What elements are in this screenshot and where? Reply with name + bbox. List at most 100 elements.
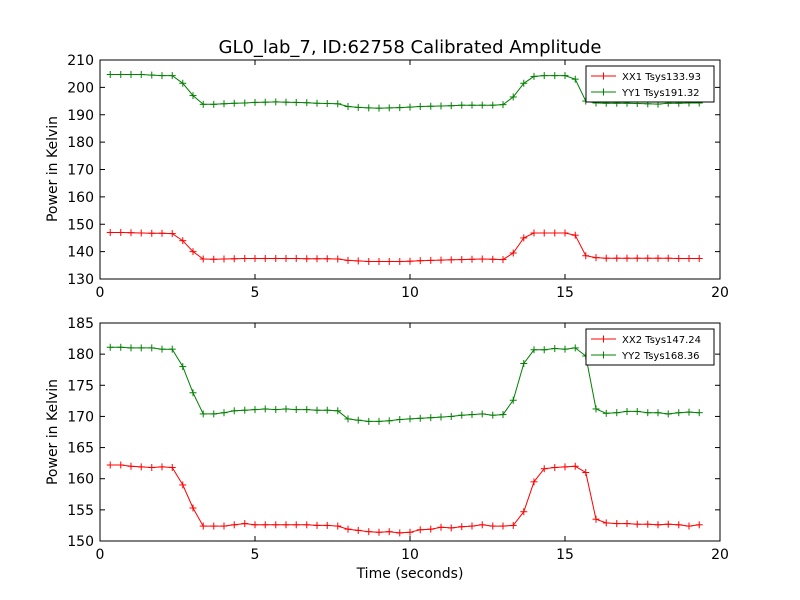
figure-title: GL0_lab_7, ID:62758 Calibrated Amplitude [219,37,602,58]
data-point-marker [251,254,259,262]
data-point-marker [251,98,259,106]
data-point-marker [561,345,569,353]
legend-box [585,328,715,366]
data-point-marker [613,254,621,262]
data-point-marker [458,101,466,109]
y-tick-label: 150 [67,217,94,233]
data-point-marker [137,71,145,79]
data-point-marker [571,344,579,352]
data-point-marker [458,256,466,264]
data-point-marker [489,255,497,263]
data-point-marker [220,255,228,263]
x-tick-label: 10 [401,285,419,301]
data-point-marker [571,462,579,470]
data-point-marker [261,98,269,106]
x-axis-ticks: 0 5 10 15 20 [96,323,729,563]
data-point-marker [416,257,424,265]
data-point-marker [158,345,166,353]
data-point-marker [447,102,455,110]
data-point-marker [406,528,414,536]
data-point-marker [675,254,683,262]
data-point-marker [623,254,631,262]
legend-item: YY1 Tsys191.32 [591,88,700,99]
data-point-marker [261,405,269,413]
data-point-marker [106,343,114,351]
data-point-marker [396,529,404,537]
subplot-bottom: Power in Kelvin Time (seconds) 0 5 10 15 20 … [45,316,729,582]
data-point-marker [468,411,476,419]
data-point-marker [344,103,352,111]
data-point-marker [292,98,300,106]
data-point-marker [292,254,300,262]
data-point-marker [282,254,290,262]
y-axis-label-text: Power in Kelvin [45,116,61,222]
data-point-marker [592,405,600,413]
data-point-marker [117,461,125,469]
data-point-marker [437,523,445,531]
data-point-marker [334,255,342,263]
data-point-marker [447,256,455,264]
data-point-marker [427,256,435,264]
data-point-marker [602,409,610,417]
data-point-marker [241,406,249,414]
data-point-marker [551,229,559,237]
y-tick-label: 165 [67,441,94,457]
data-point-marker [230,255,238,263]
data-point-marker [458,411,466,419]
data-point-marker [365,257,373,265]
data-point-marker [365,417,373,425]
data-point-marker [437,413,445,421]
y-tick-label: 185 [67,316,94,332]
data-point-marker [551,72,559,80]
data-point-marker [385,528,393,536]
data-point-marker [447,412,455,420]
x-tick-label: 20 [711,547,729,563]
data-point-marker [189,389,197,397]
y-tick-label: 180 [67,347,94,363]
legend: XX1 Tsys133.93 YY1 Tsys191.32 [585,65,715,103]
x-tick-label: 10 [401,547,419,563]
data-point-marker [375,104,383,112]
data-point-marker [396,257,404,265]
data-point-marker [365,528,373,536]
data-point-marker [509,396,517,404]
data-point-marker [489,411,497,419]
data-point-marker [117,228,125,236]
data-point-marker [117,343,125,351]
data-point-marker [303,99,311,107]
data-point-marker [179,237,187,245]
legend-item: YY2 Tsys168.36 [591,351,700,362]
data-point-marker [127,462,135,470]
data-point-marker [106,228,114,236]
data-point-marker [241,99,249,107]
data-point-marker [210,410,218,418]
data-point-marker [148,71,156,79]
data-point-marker [303,406,311,414]
data-point-marker [137,344,145,352]
data-point-marker [664,410,672,418]
data-point-marker [334,522,342,530]
data-point-marker [478,410,486,418]
data-point-marker [695,254,703,262]
data-point-marker [437,256,445,264]
y-axis-label: Power in Kelvin [45,379,61,485]
data-point-marker [199,100,207,108]
x-tick-label: 0 [96,285,105,301]
x-tick-label: 20 [711,285,729,301]
legend-label: YY1 Tsys191.32 [621,88,700,99]
data-point-marker [685,522,693,530]
data-point-marker [478,101,486,109]
data-point-marker [540,465,548,473]
data-point-marker [396,416,404,424]
data-point-marker [644,254,652,262]
data-point-marker [220,409,228,417]
data-point-marker [530,229,538,237]
data-point-marker [344,256,352,264]
data-point-marker [427,414,435,422]
data-point-marker [685,254,693,262]
data-point-marker [592,515,600,523]
y-tick-label: 140 [67,245,94,261]
y-axis-ticks: 130 140 150 160 170 180 190 200 210 [67,53,720,288]
data-point-marker [179,79,187,87]
series-group [106,71,703,265]
